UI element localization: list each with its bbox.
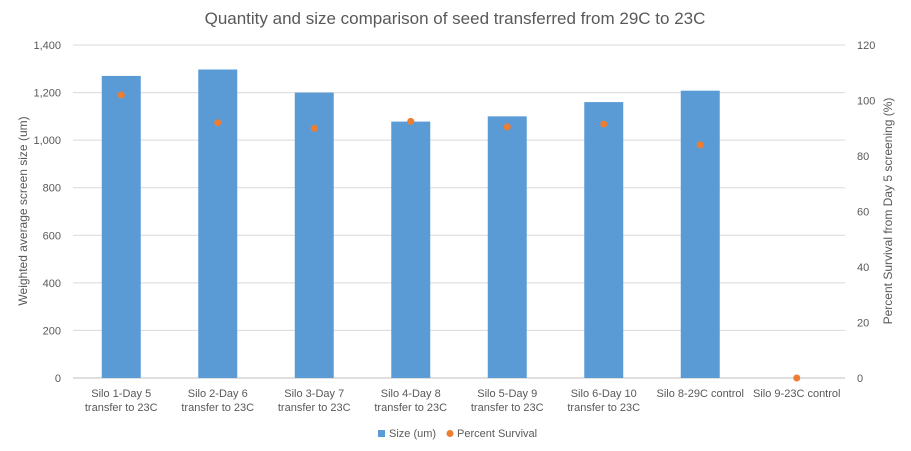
y-tick-label: 1,000 (33, 135, 61, 147)
legend-swatch-survival (446, 430, 454, 437)
bar (584, 102, 624, 378)
x-tick-label: Silo 1-Day 5 (91, 388, 151, 400)
y-tick-label: 200 (43, 325, 61, 337)
x-tick-label: transfer to 23C (471, 402, 544, 414)
bar (294, 92, 334, 379)
bar-series (101, 69, 720, 379)
data-point (600, 120, 608, 128)
legend-label-size: Size (um) (389, 428, 436, 440)
y2-tick-label: 100 (857, 96, 875, 108)
data-point (503, 123, 511, 131)
y-axis-label: Weighted average screen size (um) (16, 116, 30, 305)
x-tick-label: Silo 8-29C control (657, 388, 744, 400)
data-point (310, 124, 318, 132)
y2-axis-label: Percent Survival from Day 5 screening (%… (881, 98, 895, 325)
legend-swatch-size (378, 430, 385, 437)
data-point (214, 119, 222, 127)
x-tick-label: transfer to 23C (567, 402, 640, 414)
y2-tick-label: 20 (857, 318, 869, 330)
data-point (696, 141, 704, 149)
y2-tick-label: 120 (857, 40, 875, 52)
legend: Size (um) Percent Survival (378, 428, 537, 440)
bar (391, 121, 431, 378)
y-axis-ticks: 0 200 400 600 800 1,000 1,200 1,400 (33, 40, 61, 385)
x-tick-label: Silo 2-Day 6 (188, 388, 248, 400)
y2-tick-label: 60 (857, 207, 869, 219)
x-tick-label: Silo 4-Day 8 (381, 388, 441, 400)
x-tick-label: transfer to 23C (85, 402, 158, 414)
y-tick-label: 400 (43, 278, 61, 290)
x-tick-label: Silo 9-23C control (753, 388, 840, 400)
y-tick-label: 1,400 (33, 40, 61, 52)
x-tick-label: transfer to 23C (278, 402, 351, 414)
y2-axis-ticks: 0 20 40 60 80 100 120 (857, 40, 875, 385)
x-tick-label: Silo 6-Day 10 (571, 388, 637, 400)
data-point (793, 374, 801, 382)
y2-tick-label: 40 (857, 262, 869, 274)
bar (101, 75, 141, 379)
x-tick-label: transfer to 23C (181, 402, 254, 414)
x-tick-label: Silo 3-Day 7 (284, 388, 344, 400)
x-tick-label: transfer to 23C (374, 402, 447, 414)
data-point (117, 91, 125, 99)
bar (198, 69, 238, 379)
gridlines (73, 44, 845, 379)
point-series (117, 91, 801, 382)
y-tick-label: 800 (43, 183, 61, 195)
bar (680, 90, 720, 378)
data-point (407, 117, 415, 125)
y2-tick-label: 80 (857, 151, 869, 163)
y-tick-label: 600 (43, 230, 61, 242)
x-axis-ticks: Silo 1-Day 5 transfer to 23C Silo 2-Day 6 t… (85, 388, 841, 414)
legend-label-survival: Percent Survival (457, 428, 537, 440)
bar (487, 116, 527, 378)
y-tick-label: 1,200 (33, 88, 61, 100)
y-tick-label: 0 (55, 373, 61, 385)
x-tick-label: Silo 5-Day 9 (477, 388, 537, 400)
y2-tick-label: 0 (857, 373, 863, 385)
chart-title: Quantity and size comparison of seed tra… (205, 9, 706, 28)
